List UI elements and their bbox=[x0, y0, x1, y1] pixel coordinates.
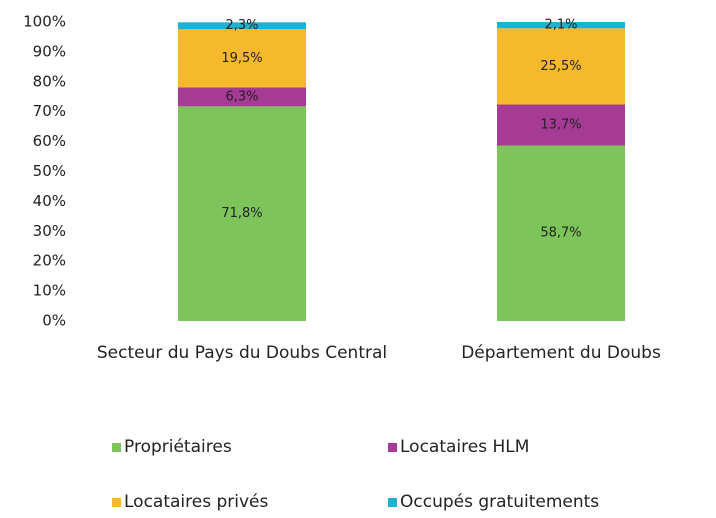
y-tick-label: 40% bbox=[33, 192, 66, 210]
y-tick-label: 20% bbox=[33, 252, 66, 270]
y-tick-label: 70% bbox=[33, 102, 66, 120]
data-label: 6,3% bbox=[225, 89, 258, 104]
legend-item: Propriétaires bbox=[112, 437, 232, 457]
legend-swatch bbox=[112, 442, 121, 452]
bar-segment bbox=[178, 29, 306, 88]
legend-item: Locataires HLM bbox=[388, 437, 529, 457]
data-label: 19,5% bbox=[221, 51, 262, 66]
legend-label: Locataires privés bbox=[124, 492, 269, 512]
legend-label: Propriétaires bbox=[124, 437, 232, 457]
legend-label: Occupés gratuitements bbox=[400, 492, 600, 512]
legend-swatch bbox=[388, 497, 397, 507]
y-tick-label: 10% bbox=[33, 282, 66, 300]
legend-swatch bbox=[388, 442, 397, 452]
data-label: 2,3% bbox=[225, 18, 258, 33]
y-tick-label: 60% bbox=[33, 132, 66, 150]
x-tick-label: Département du Doubs bbox=[461, 343, 661, 363]
bar-segment bbox=[178, 87, 306, 107]
legend-item: Locataires privés bbox=[112, 492, 268, 512]
y-tick-label: 90% bbox=[33, 42, 66, 60]
data-label: 25,5% bbox=[540, 59, 581, 74]
bar-segment bbox=[178, 22, 306, 30]
legend-label: Locataires HLM bbox=[400, 437, 530, 457]
bar-segment bbox=[178, 106, 306, 322]
y-tick-label: 80% bbox=[33, 72, 66, 90]
data-label: 71,8% bbox=[221, 206, 262, 221]
y-tick-label: 0% bbox=[42, 312, 66, 330]
legend-swatch bbox=[112, 497, 121, 507]
data-label: 13,7% bbox=[540, 118, 581, 133]
bar-segment bbox=[497, 104, 625, 146]
bar-segment bbox=[497, 28, 625, 105]
y-tick-label: 100% bbox=[23, 13, 66, 31]
data-label: 58,7% bbox=[540, 226, 581, 241]
y-tick-label: 30% bbox=[33, 222, 66, 240]
bar-segment bbox=[497, 145, 625, 321]
data-label: 2,1% bbox=[544, 18, 577, 33]
legend-item: Occupés gratuitements bbox=[388, 492, 599, 512]
x-tick-label: Secteur du Pays du Doubs Central bbox=[96, 343, 388, 363]
y-tick-label: 50% bbox=[33, 162, 66, 180]
bar-segment bbox=[497, 22, 625, 29]
